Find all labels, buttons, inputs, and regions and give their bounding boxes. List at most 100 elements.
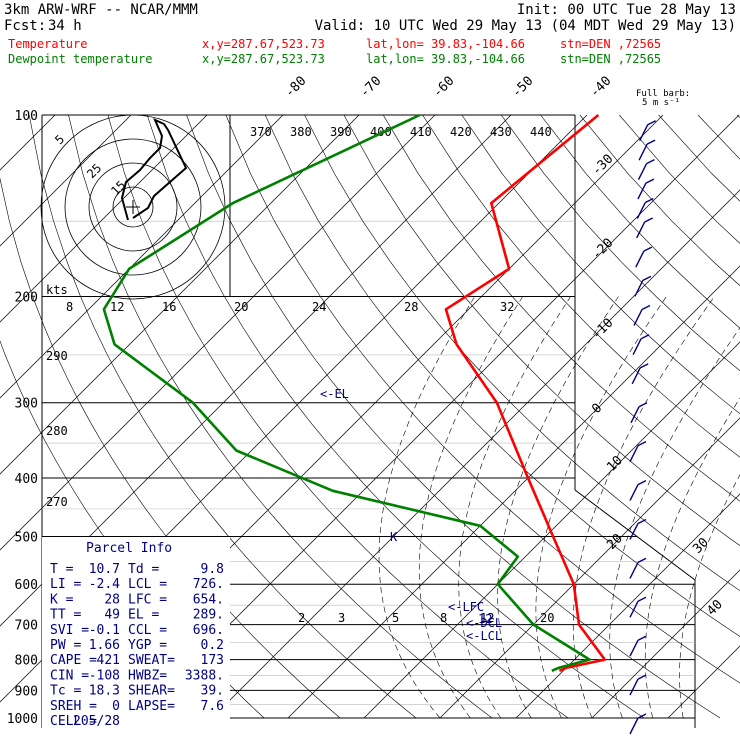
- mixing-ratio-label: 20: [540, 611, 554, 625]
- moist-adiabat: [418, 296, 523, 719]
- parcel-row-value: 0.2: [201, 638, 224, 653]
- moist-adiabat: [679, 474, 740, 719]
- theta-e-label: 390: [330, 125, 352, 139]
- right-axis-lower: [574, 489, 696, 728]
- wind-barb-flag: [637, 479, 647, 486]
- isotherm: [0, 114, 360, 475]
- wind-barb-flag: [644, 217, 654, 223]
- row-label: 16: [162, 300, 176, 314]
- valid-time: Valid: 10 UTC Wed 29 May 13 (04 MDT Wed …: [315, 18, 736, 34]
- dewpoint-label: Dewpoint temperature: [8, 52, 153, 66]
- parcel-row-label: CAPE =: [50, 653, 97, 668]
- pressure-label: 400: [15, 472, 38, 487]
- moist-adiabat: [497, 296, 619, 719]
- isotherm: [591, 569, 740, 719]
- parcel-row-label: EL =: [128, 608, 159, 623]
- dry-adiabat: [382, 114, 740, 502]
- wind-barb-flag: [637, 441, 647, 447]
- annotation-label: <-EL: [320, 387, 349, 401]
- parcel-row-value: 654.: [193, 592, 224, 607]
- parcel-info-title: Parcel Info: [86, 541, 172, 556]
- wind-barb-flag: [647, 120, 657, 126]
- wind-barb-flag: [646, 139, 656, 145]
- wind-barb-flag: [643, 246, 653, 252]
- dry-adiabat: [500, 114, 740, 372]
- row-label: 20: [234, 300, 248, 314]
- parcel-row-value: 726.: [193, 577, 224, 592]
- parcel-row-label: K =: [50, 592, 74, 607]
- parcel-row-label: Tc =: [50, 684, 81, 699]
- annotation-label: <-DCL: [466, 616, 502, 630]
- isotherm: [0, 114, 132, 247]
- theta-e-label: 370: [250, 125, 272, 139]
- dry-adiabat: [186, 114, 721, 719]
- parcel-row-value: 3388.: [185, 668, 224, 683]
- moist-adiabat: [644, 397, 740, 719]
- wind-barb: [629, 484, 639, 501]
- pressure-label: 1000: [7, 712, 38, 727]
- dry-adiabat: [422, 114, 740, 458]
- row-label: 12: [110, 300, 124, 314]
- wind-barb-flag: [638, 402, 648, 408]
- wind-barb: [629, 639, 639, 657]
- mixing-ratio-label: 5: [392, 611, 399, 625]
- dry-adiabat: [146, 114, 645, 719]
- theta-label: 270: [46, 495, 68, 509]
- isotherm: [363, 341, 740, 719]
- dry-adiabat: [28, 114, 417, 719]
- parcel-row-label: SVI =: [50, 623, 89, 638]
- isotherm: [0, 114, 208, 323]
- mixing-ratio-label: 2: [298, 611, 305, 625]
- parcel-row-value: 10.7: [89, 562, 120, 577]
- dry-adiabat: [304, 114, 740, 592]
- parcel-row-label: YGP =: [128, 638, 167, 653]
- pressure-label: 200: [15, 291, 38, 306]
- wind-barb-flag: [637, 713, 647, 719]
- wind-barb: [637, 163, 648, 180]
- pressure-labels: 100 200 300 400 500 600 700 800 900 1000: [7, 109, 38, 727]
- dry-adiabat: [343, 114, 740, 547]
- hodograph-ring: [112, 186, 154, 228]
- theta-e-label: 410: [410, 125, 432, 139]
- parcel-row-label: SREH =: [50, 699, 97, 714]
- wind-barb: [629, 523, 639, 540]
- wind-barb: [630, 406, 640, 424]
- wind-barb: [629, 678, 639, 696]
- dry-adiabat: [619, 114, 740, 244]
- isotherm: [0, 114, 436, 551]
- row-label: 28: [404, 300, 418, 314]
- parcel-row-value: -2.4: [89, 577, 120, 592]
- parcel-info-bg: [42, 537, 230, 728]
- parcel-row-label: LI =: [50, 577, 81, 592]
- parcel-row-value: 9.8: [201, 562, 224, 577]
- wind-barb-flag: [637, 635, 647, 641]
- wind-barb: [629, 600, 639, 618]
- temperature-line: [444, 113, 607, 672]
- wind-barb: [636, 221, 646, 239]
- theta-e-label: 420: [450, 125, 472, 139]
- annotation-label: 12: [478, 612, 492, 626]
- parcel-row-value: 1.66: [89, 638, 120, 653]
- isotherm-label: -40: [587, 74, 614, 101]
- temperature-latlon: lat,lon= 39.83,-104.66: [366, 37, 525, 51]
- isotherm-label: -60: [430, 74, 457, 101]
- wind-barb-flag: [637, 557, 647, 564]
- isotherm-label: -50: [509, 74, 536, 101]
- isotherm: [0, 114, 512, 627]
- sounding-series: [102, 113, 607, 672]
- dewpoint-xy: x,y=287.67,523.73: [202, 52, 325, 66]
- temperature-label: Temperature: [8, 37, 87, 51]
- parcel-row-value: 173: [201, 653, 224, 668]
- temperature-xy: x,y=287.67,523.73: [202, 37, 325, 51]
- dry-adiabat: [107, 114, 569, 719]
- parcel-row-label: Td =: [128, 562, 159, 577]
- pressure-label: 500: [15, 530, 38, 545]
- header: 3km ARW-WRF -- NCAR/MMM Init: 00 UTC Tue…: [4, 2, 736, 66]
- isotherm: [515, 493, 740, 719]
- wind-barb: [639, 124, 649, 142]
- theta-label: 290: [46, 349, 68, 363]
- isotherm: [667, 645, 740, 719]
- barb-title: Full barb:: [636, 89, 690, 99]
- moist-adiabat: [535, 296, 667, 719]
